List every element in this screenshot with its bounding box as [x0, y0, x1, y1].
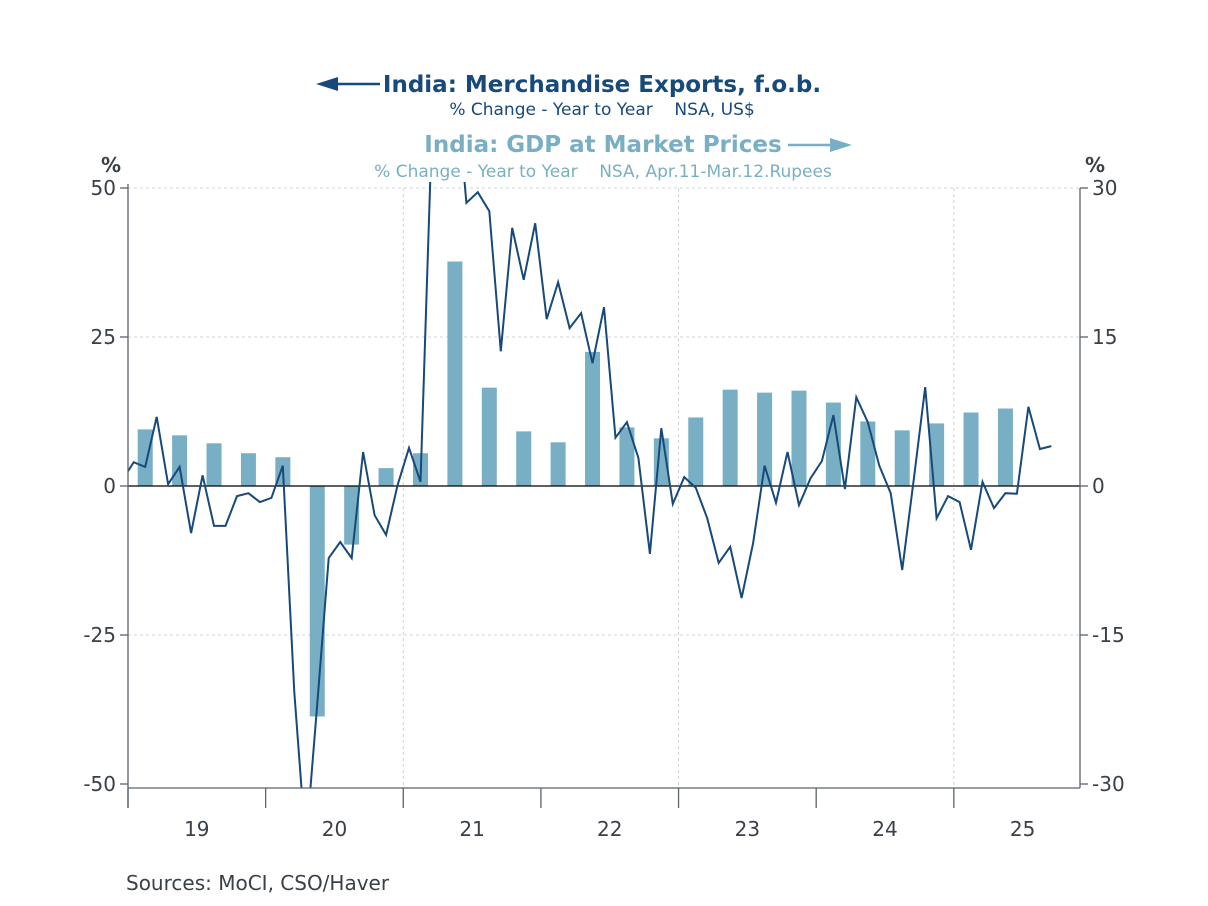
- right-tick-label: 15: [1092, 325, 1117, 349]
- gdp-bar: [963, 412, 979, 486]
- gdp-bar: [172, 435, 188, 486]
- gdp-bar: [688, 417, 704, 486]
- gdp-bar: [757, 392, 773, 486]
- gdp-bar: [894, 430, 910, 486]
- tick-labels: 50 25 0 -25 -50 30 15 0 -15 -30 19 20 21 22 23 24 25: [83, 176, 1124, 841]
- right-tick-label: 30: [1092, 176, 1117, 200]
- gdp-bar: [481, 387, 497, 486]
- gdp-bar: [378, 468, 394, 486]
- left-tick-label: -25: [83, 623, 116, 647]
- gdp-bar: [997, 408, 1013, 486]
- arrow-right-icon: [830, 138, 852, 152]
- gdp-bar: [137, 429, 153, 486]
- left-axis-unit: %: [101, 153, 121, 177]
- gridlines: [128, 187, 1080, 788]
- right-tick-label: 0: [1092, 474, 1105, 498]
- gdp-bar: [619, 427, 635, 486]
- gdp-bar: [585, 351, 601, 486]
- gdp-bar: [550, 442, 566, 486]
- gdp-bar: [447, 261, 463, 486]
- gdp-bar: [240, 453, 256, 486]
- axes: [120, 184, 1088, 808]
- left-tick-label: 50: [91, 176, 116, 200]
- legend-gdp: India: GDP at Market Prices % Change - Y…: [374, 132, 852, 182]
- left-tick-label: 25: [91, 325, 116, 349]
- x-tick-label: 19: [184, 817, 209, 841]
- left-tick-label: 0: [103, 474, 116, 498]
- x-tick-label: 22: [597, 817, 622, 841]
- gdp-title: India: GDP at Market Prices: [424, 132, 781, 158]
- exports-title: India: Merchandise Exports, f.o.b.: [383, 72, 821, 98]
- right-tick-label: -30: [1092, 772, 1125, 796]
- gdp-bar: [791, 390, 807, 486]
- exports-line-group: [128, 182, 1052, 788]
- source-note: Sources: MoCI, CSO/Haver: [126, 871, 390, 895]
- right-axis-unit: %: [1085, 153, 1105, 177]
- gdp-bar: [722, 389, 738, 486]
- left-tick-label: -50: [83, 772, 116, 796]
- x-tick-label: 21: [459, 817, 484, 841]
- legend-exports: India: Merchandise Exports, f.o.b. % Cha…: [316, 72, 821, 120]
- exports-line: [128, 182, 1052, 788]
- gdp-bar: [309, 486, 325, 717]
- gdp-subtitle: % Change - Year to Year NSA, Apr.11-Mar.…: [374, 162, 832, 182]
- gdp-bar: [825, 402, 841, 486]
- gdp-bar: [860, 421, 876, 486]
- x-tick-label: 23: [735, 817, 760, 841]
- x-tick-label: 25: [1010, 817, 1035, 841]
- x-tick-label: 20: [322, 817, 347, 841]
- exports-subtitle: % Change - Year to Year NSA, US$: [449, 100, 754, 120]
- gdp-bar: [206, 443, 222, 486]
- gdp-bars: [137, 261, 1013, 717]
- arrow-left-icon: [316, 77, 338, 91]
- gdp-bar: [516, 431, 532, 486]
- x-tick-label: 24: [872, 817, 897, 841]
- right-tick-label: -15: [1092, 623, 1125, 647]
